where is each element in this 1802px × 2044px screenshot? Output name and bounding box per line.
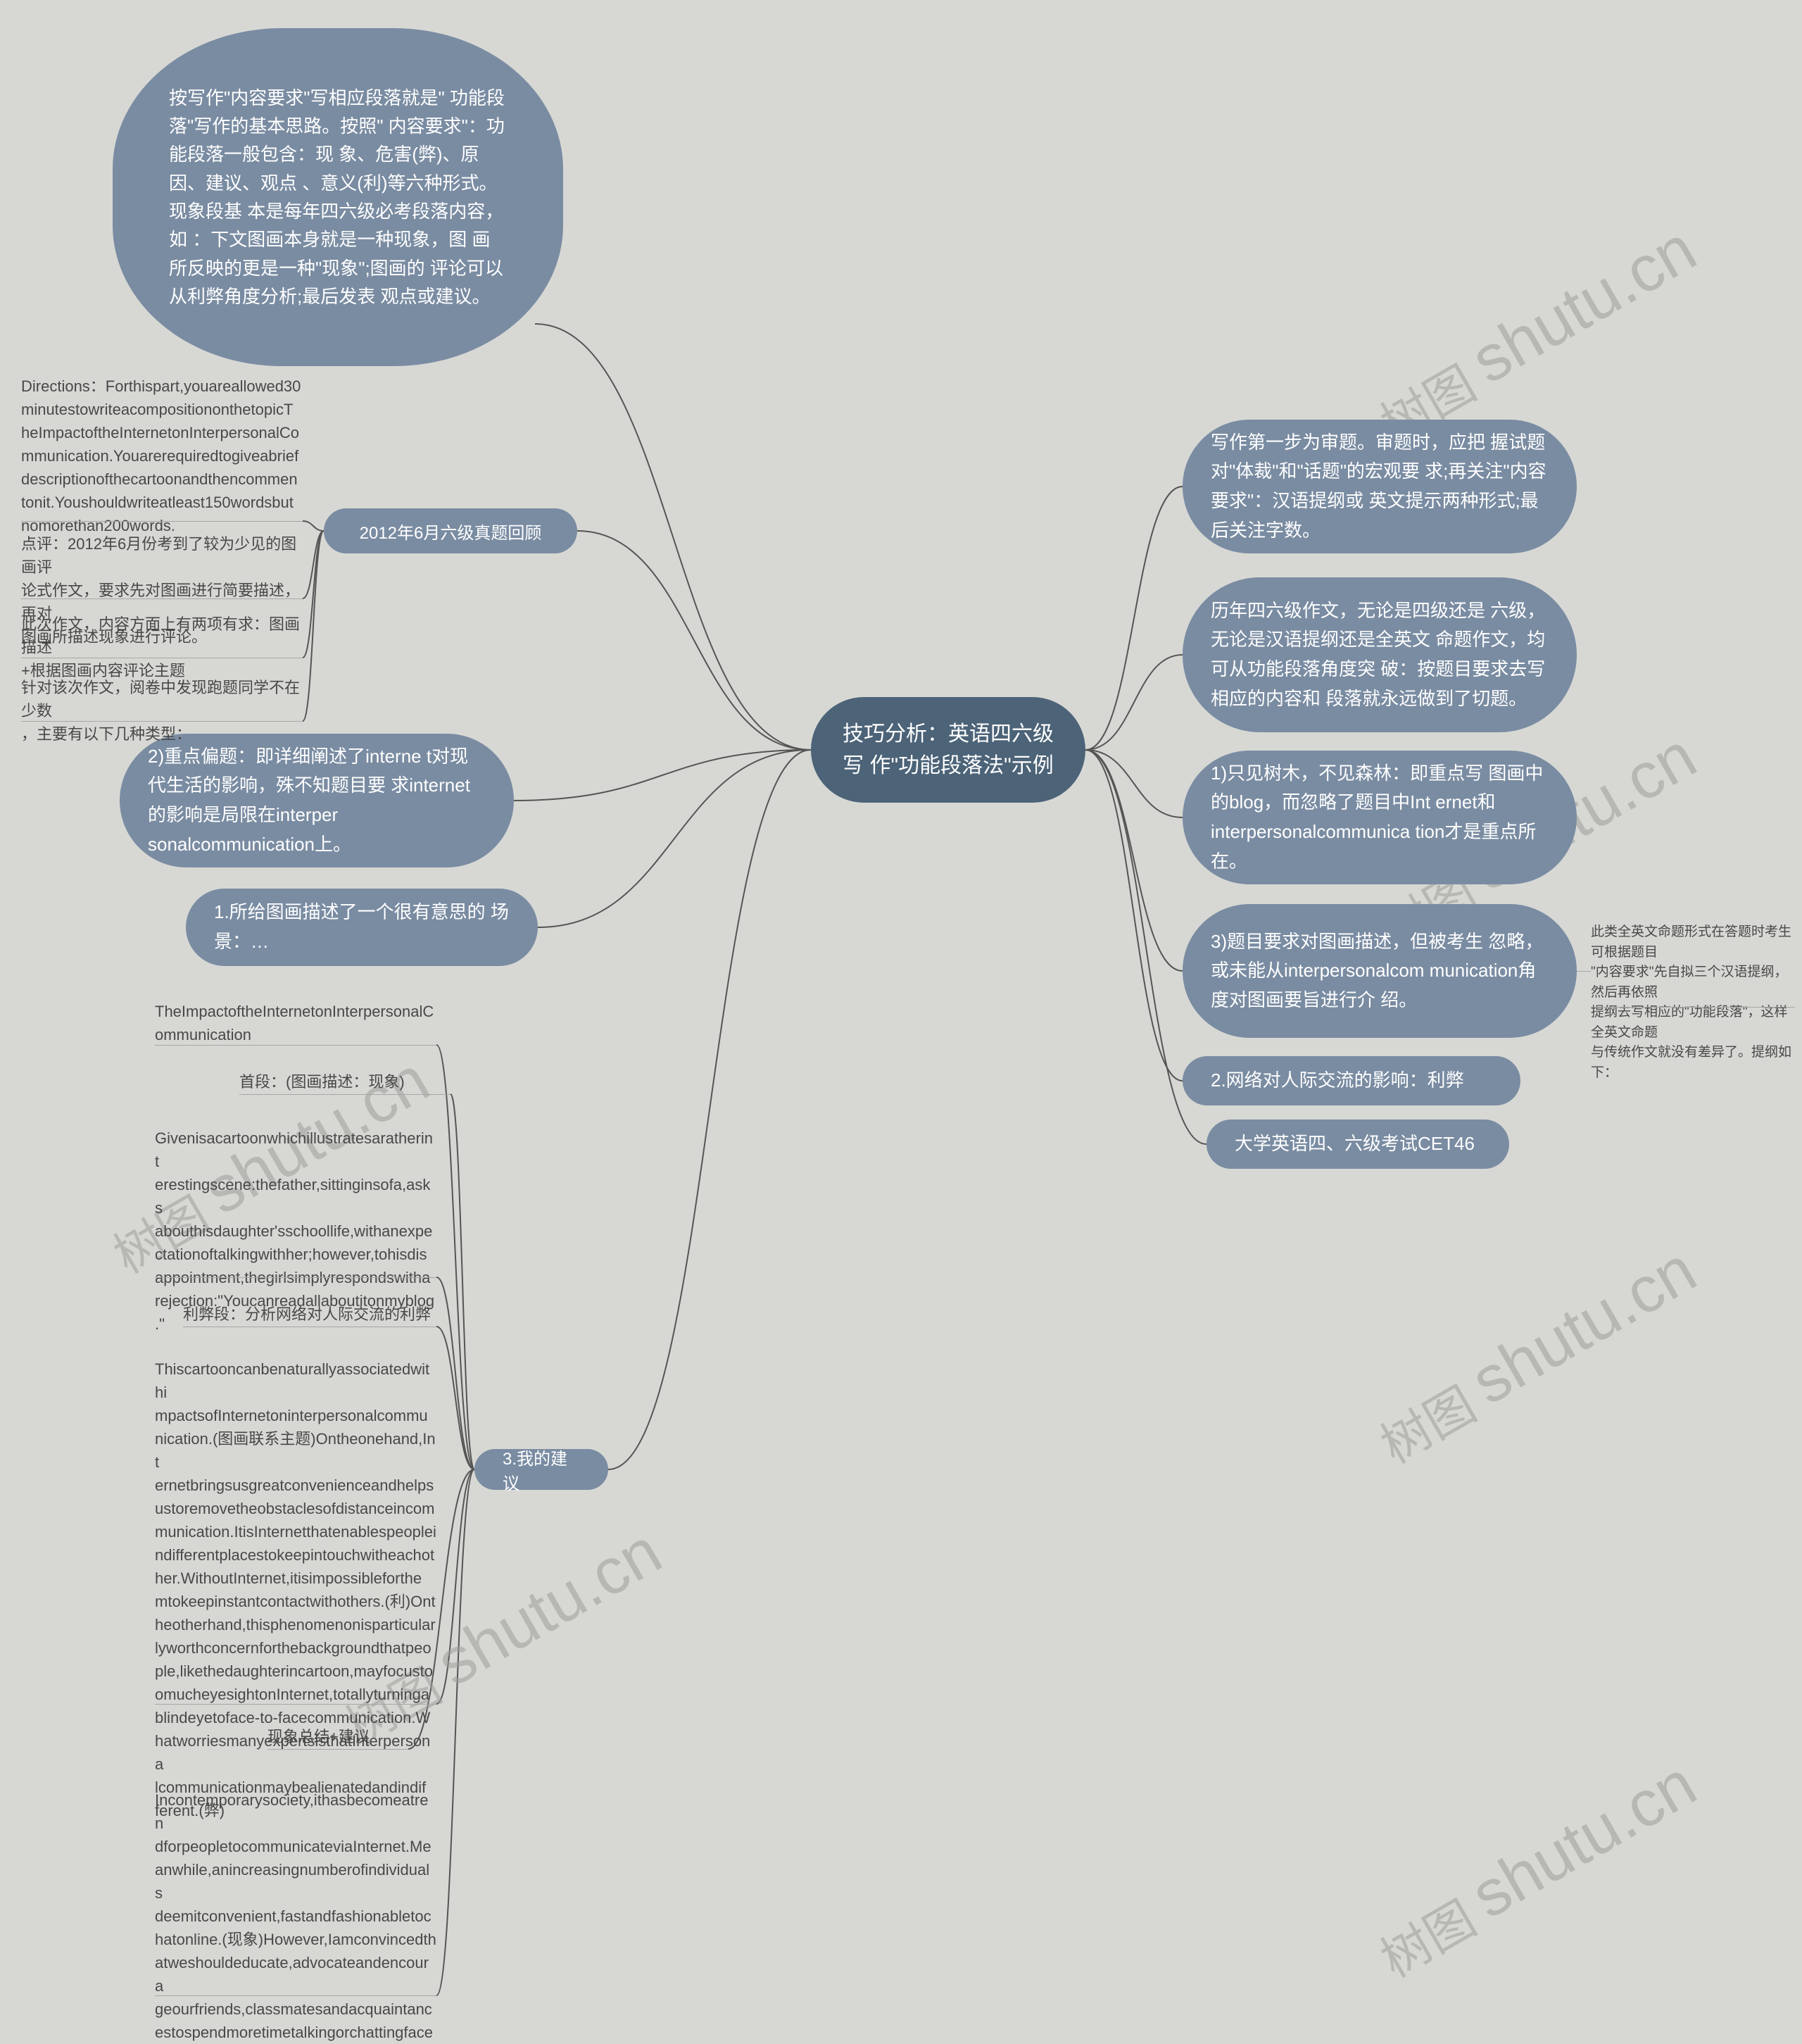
right-node-text: 历年四六级作文，无论是四级还是 六级，无论是汉语提纲还是全英文 命题作文，均可从…	[1211, 596, 1549, 713]
leaf-underline	[155, 1704, 436, 1705]
leaf-text: Givenisacartoonwhichillustratesaratherin…	[155, 1127, 436, 1274]
leaf-underline	[1591, 1007, 1795, 1008]
right-node-text: 3)题目要求对图画描述，但被考生 忽略，或未能从interpersonalcom…	[1211, 927, 1549, 1015]
leaf-underline	[155, 1995, 436, 1996]
leaf-text: TheImpactoftheInternetonInterpersonalC o…	[155, 1000, 436, 1042]
leaf-text: 利弊段：分析网络对人际交流的利弊	[183, 1303, 436, 1324]
right-node: 1)只见树木，不见森林：即重点写 图画中的blog，而忽略了题目中Int ern…	[1183, 751, 1577, 884]
right-node: 2.网络对人际交流的影响：利弊	[1183, 1056, 1520, 1105]
left-mid-text: 2)重点偏题：即详细阐述了interne t对现代生活的影响，殊不知题目要 求i…	[148, 742, 486, 859]
leaf-underline	[239, 1094, 450, 1095]
leaf-text: 点评：2012年6月份考到了较为少见的图画评 论式作文，要求先对图画进行简要描述…	[21, 532, 303, 596]
left-mid-node: 1.所给图画描述了一个很有意思的 场景：…	[186, 889, 538, 966]
leaf-text: 针对该次作文，阅卷中发现跑题同学不在少数 ，主要有以下几种类型：	[21, 676, 303, 718]
right-node: 大学英语四、六级考试CET46	[1206, 1120, 1509, 1169]
leaf-underline	[1577, 971, 1591, 972]
center-text: 技巧分析：英语四六级写 作"功能段落法"示例	[839, 718, 1057, 782]
hub-advice-text: 3.我的建议	[503, 1445, 580, 1494]
right-node: 3)题目要求对图画描述，但被考生 忽略，或未能从interpersonalcom…	[1183, 904, 1577, 1038]
right-node-note: 此类全英文命题形式在答题时考生可根据题目 "内容要求"先自拟三个汉语提纲，然后再…	[1591, 922, 1795, 1083]
leaf-text: Directions：Forthispart,youareallowed30 m…	[21, 375, 303, 515]
right-node-text: 2.网络对人际交流的影响：利弊	[1211, 1066, 1492, 1096]
leaf-text: Incontemporarysociety,ithasbecomeatren d…	[155, 1788, 436, 1993]
leaf-text: Thiscartooncanbenaturallyassociatedwithi…	[155, 1358, 436, 1703]
leaf-underline	[21, 598, 303, 599]
hub-advice: 3.我的建议	[474, 1449, 608, 1490]
hub-2012-text: 2012年6月六级真题回顾	[360, 519, 542, 544]
right-node-text: 写作第一步为审题。审题时，应把 握试题对"体裁"和"话题"的宏观要 求;再关注"…	[1211, 428, 1549, 545]
hub-2012: 2012年6月六级真题回顾	[324, 508, 577, 553]
leaf-text: 现象总结+建议	[267, 1725, 408, 1746]
leaf-underline	[155, 1045, 436, 1046]
right-node-text: 大学英语四、六级考试CET46	[1235, 1129, 1481, 1159]
right-node: 历年四六级作文，无论是四级还是 六级，无论是汉语提纲还是全英文 命题作文，均可从…	[1183, 577, 1577, 732]
left-mid-node: 2)重点偏题：即详细阐述了interne t对现代生活的影响，殊不知题目要 求i…	[120, 734, 514, 867]
center-node: 技巧分析：英语四六级写 作"功能段落法"示例	[811, 697, 1085, 803]
right-node: 写作第一步为审题。审题时，应把 握试题对"体裁"和"话题"的宏观要 求;再关注"…	[1183, 420, 1577, 553]
mindmap-canvas: 树图shutu.cn树图shutu.cn树图shutu.cn树图shutu.cn…	[0, 0, 1802, 2044]
leaf-underline	[21, 521, 303, 522]
leaf-text: 此次作文，内容方面上有两项有求：图画描述 +根据图画内容评论主题	[21, 613, 303, 655]
topleft-big-node: 按写作"内容要求"写相应段落就是" 功能段落"写作的基本思路。按照" 内容要求"…	[113, 28, 563, 366]
leaf-underline	[155, 1277, 436, 1278]
left-mid-text: 1.所给图画描述了一个很有意思的 场景：…	[214, 898, 510, 956]
right-node-text: 1)只见树木，不见森林：即重点写 图画中的blog，而忽略了题目中Int ern…	[1211, 759, 1549, 876]
leaf-underline	[267, 1749, 408, 1750]
leaf-text: 首段：(图画描述：现象)	[239, 1070, 450, 1091]
leaf-underline	[21, 721, 303, 722]
watermark: 树图shutu.cn	[1363, 1747, 1710, 1991]
topleft-big-text: 按写作"内容要求"写相应段落就是" 功能段落"写作的基本思路。按照" 内容要求"…	[169, 84, 507, 311]
watermark: 树图shutu.cn	[1363, 1233, 1710, 1477]
